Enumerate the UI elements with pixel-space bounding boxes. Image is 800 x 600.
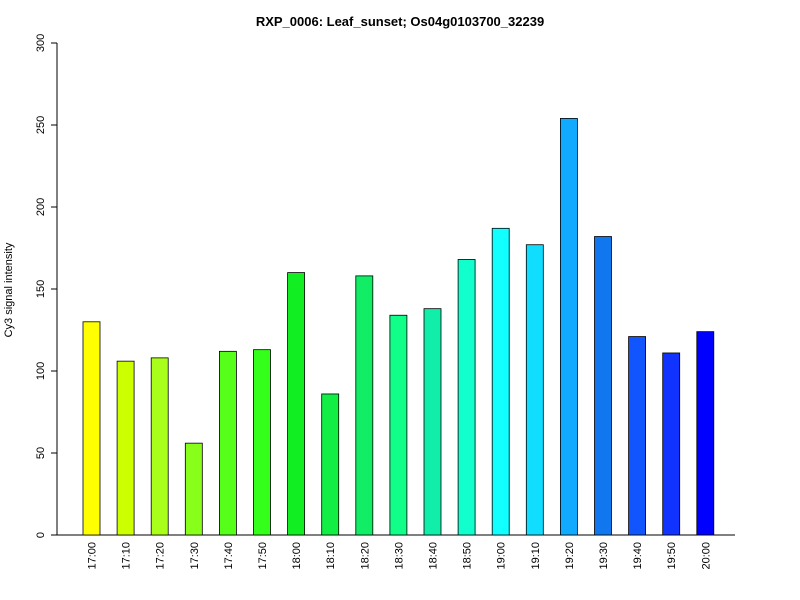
x-tick-label: 19:10 <box>530 542 542 570</box>
x-tick-label: 18:30 <box>393 542 405 570</box>
y-tick-label: 300 <box>35 34 47 52</box>
bar-1900 <box>491 227 510 536</box>
bar-1930 <box>594 236 612 536</box>
y-tick-label: 50 <box>35 447 47 459</box>
x-tick-label: 19:50 <box>666 542 678 570</box>
x-tick-label: 19:40 <box>632 542 644 570</box>
bar-1910 <box>525 244 544 536</box>
x-axis-ticks: 17:00 17:10 17:20 17:30 17:40 17:50 18:00 18:10… <box>87 542 713 570</box>
x-tick-label: 17:10 <box>121 542 133 570</box>
x-tick-label: 20:00 <box>700 542 712 570</box>
bar-1820 <box>355 275 374 536</box>
bar-1920 <box>560 118 578 536</box>
y-tick-label: 200 <box>35 198 47 216</box>
bar-1710 <box>116 360 135 536</box>
x-tick-label: 18:50 <box>462 542 474 570</box>
bar-1730 <box>184 442 203 536</box>
bar-2000 <box>696 331 715 536</box>
bar-1940 <box>628 336 646 536</box>
y-axis-ticks: 0 50 100 150 200 250 300 <box>35 34 57 538</box>
y-tick-label: 100 <box>35 362 47 380</box>
bar-1950 <box>662 352 681 536</box>
x-tick-label: 19:00 <box>496 542 508 570</box>
x-tick-label: 18:00 <box>291 542 303 570</box>
bar-1810 <box>321 393 340 536</box>
y-tick-label: 250 <box>35 116 47 134</box>
bar-1700 <box>82 321 101 536</box>
y-tick-label: 150 <box>35 280 47 298</box>
bars-group <box>82 118 715 536</box>
bar-1740 <box>218 350 237 536</box>
x-tick-label: 18:20 <box>359 542 371 570</box>
x-tick-label: 18:10 <box>325 542 337 570</box>
x-tick-label: 19:30 <box>598 542 610 570</box>
x-tick-label: 19:20 <box>564 542 576 570</box>
y-axis-label: Cy3 signal intensity <box>3 242 15 337</box>
bar-1850 <box>457 259 476 536</box>
bar-1830 <box>389 314 408 536</box>
x-tick-label: 17:30 <box>189 542 201 570</box>
bar-1840 <box>423 308 442 536</box>
y-tick-label: 0 <box>35 532 47 538</box>
x-tick-label: 17:00 <box>87 542 99 570</box>
x-tick-label: 17:50 <box>257 542 269 570</box>
x-tick-label: 17:20 <box>155 542 167 570</box>
x-tick-label: 17:40 <box>223 542 235 570</box>
chart-title: RXP_0006: Leaf_sunset; Os04g0103700_3223… <box>256 14 544 29</box>
bar-1750 <box>253 349 271 536</box>
bar-1800 <box>287 272 306 536</box>
x-tick-label: 18:40 <box>428 542 440 570</box>
bar-1720 <box>150 357 169 536</box>
